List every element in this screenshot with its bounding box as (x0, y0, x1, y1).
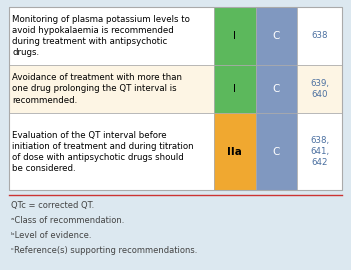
Bar (9, 7, 214, 65)
Bar (214, 7, 256, 65)
Text: IIa: IIa (227, 147, 242, 157)
Text: C: C (273, 31, 280, 41)
Text: QTc = corrected QT.: QTc = corrected QT. (11, 201, 94, 210)
Bar (256, 113, 297, 190)
Bar (297, 7, 342, 65)
Text: C: C (273, 147, 280, 157)
Bar (214, 113, 256, 190)
Bar (9, 113, 214, 190)
Bar (297, 65, 342, 113)
Bar (9, 7, 342, 190)
Bar (256, 7, 297, 65)
Text: ᶜReference(s) supporting recommendations.: ᶜReference(s) supporting recommendations… (11, 246, 197, 255)
Text: I: I (233, 31, 236, 41)
Bar (214, 65, 256, 113)
Text: 639,
640: 639, 640 (310, 79, 329, 99)
Text: ᵇLevel of evidence.: ᵇLevel of evidence. (11, 231, 91, 240)
Text: Avoidance of treatment with more than
one drug prolonging the QT interval is
rec: Avoidance of treatment with more than on… (12, 73, 182, 104)
Text: 638,
641,
642: 638, 641, 642 (310, 136, 329, 167)
Bar (9, 65, 214, 113)
Bar (297, 113, 342, 190)
Text: ᵃClass of recommendation.: ᵃClass of recommendation. (11, 216, 124, 225)
Text: 638: 638 (311, 31, 328, 40)
Text: Evaluation of the QT interval before
initiation of treatment and during titratio: Evaluation of the QT interval before ini… (12, 131, 194, 173)
Text: Monitoring of plasma potassium levels to
avoid hypokalaemia is recommended
durin: Monitoring of plasma potassium levels to… (12, 15, 190, 57)
Text: C: C (273, 84, 280, 94)
Text: I: I (233, 84, 236, 94)
Bar (256, 65, 297, 113)
